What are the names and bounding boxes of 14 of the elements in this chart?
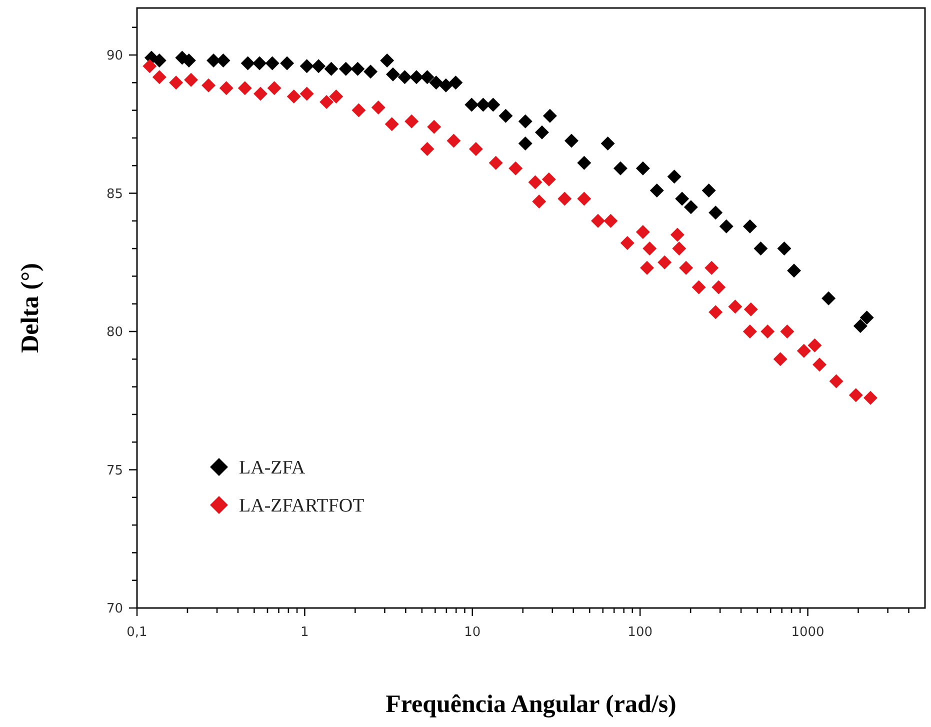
legend-label: LA-ZFARTFOT <box>239 496 365 517</box>
x-tick-label: 0,1 <box>126 625 148 640</box>
x-tick-label: 1 <box>300 625 309 640</box>
x-axis-title: Frequência Angular (rad/s) <box>386 691 676 718</box>
x-tick-label: 1000 <box>791 625 824 640</box>
y-tick-label: 90 <box>106 48 123 64</box>
y-tick-label: 75 <box>106 463 123 478</box>
legend-label: LA-ZFA <box>239 458 306 479</box>
y-tick-label: 80 <box>106 325 123 340</box>
x-tick-label: 10 <box>464 625 481 640</box>
y-tick-label: 85 <box>106 186 123 202</box>
y-axis-title: Delta (°) <box>17 263 44 353</box>
x-tick-label: 100 <box>628 625 653 640</box>
y-tick-label: 70 <box>106 602 123 617</box>
